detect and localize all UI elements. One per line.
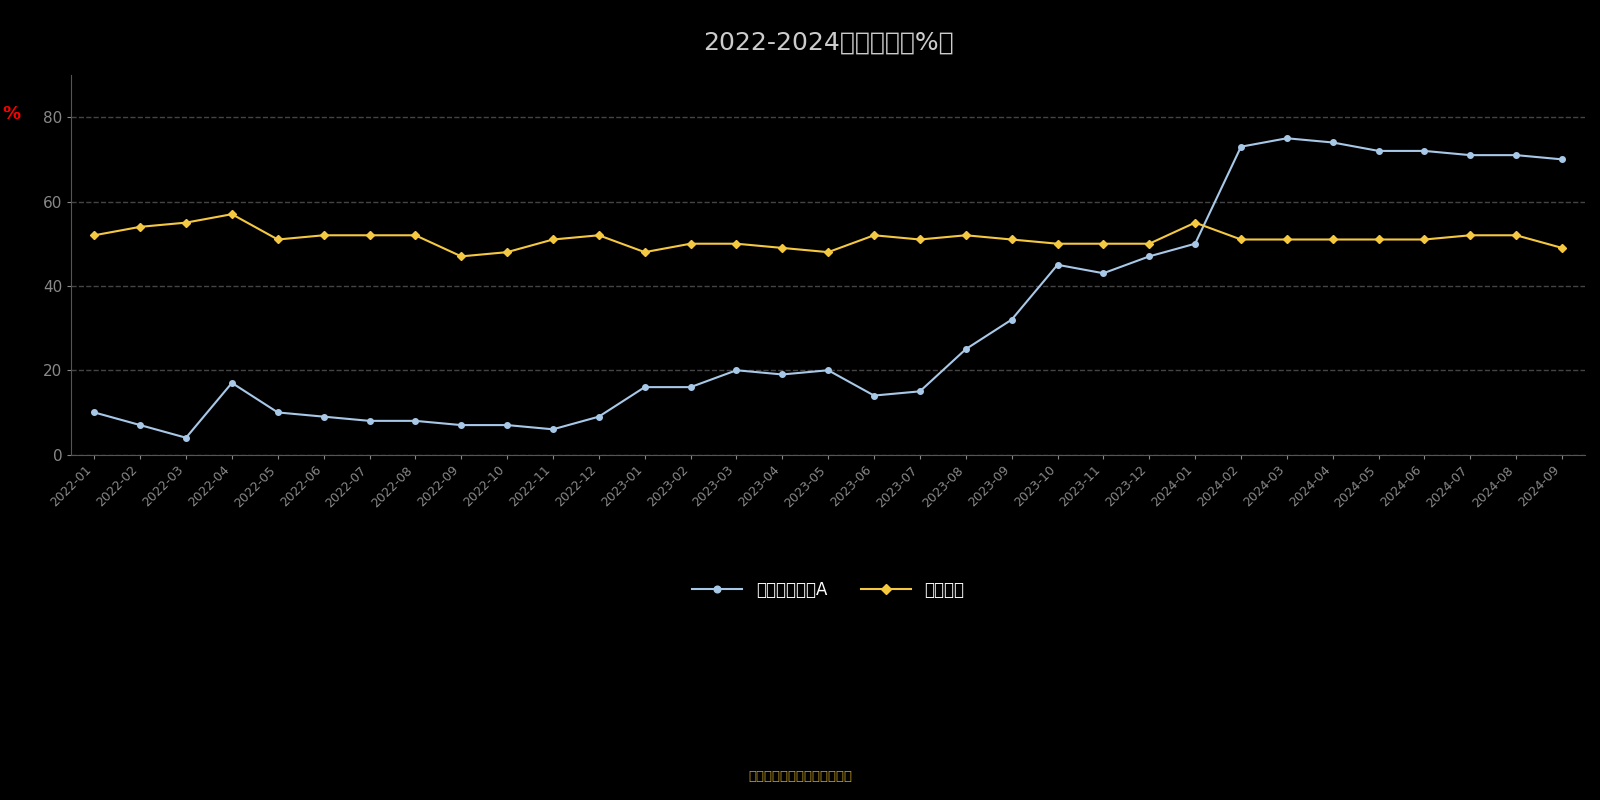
同类平均	[864, 230, 883, 240]
Text: %: %	[3, 105, 21, 122]
上銀鑫恒混合A	[498, 420, 517, 430]
Line: 同类平均: 同类平均	[91, 211, 1565, 259]
上銀鑫恒混合A	[360, 416, 379, 426]
上銀鑫恒混合A	[1094, 269, 1114, 278]
同类平均	[1094, 239, 1114, 249]
上銀鑫恒混合A	[726, 366, 746, 375]
上銀鑫恒混合A	[544, 425, 563, 434]
上銀鑫恒混合A	[1139, 251, 1158, 261]
同类平均	[910, 234, 930, 244]
上銀鑫恒混合A	[1414, 146, 1434, 156]
上銀鑫恒混合A	[85, 408, 104, 418]
同类平均	[498, 247, 517, 257]
同类平均	[589, 230, 608, 240]
同类平均	[1186, 218, 1205, 227]
上銀鑫恒混合A	[176, 433, 195, 442]
同类平均	[176, 218, 195, 227]
同类平均	[726, 239, 746, 249]
同类平均	[85, 230, 104, 240]
上銀鑫恒混合A	[1552, 154, 1571, 164]
同类平均	[682, 239, 701, 249]
Line: 上銀鑫恒混合A: 上銀鑫恒混合A	[91, 135, 1565, 441]
上銀鑫恒混合A	[1002, 315, 1021, 325]
上銀鑫恒混合A	[1186, 239, 1205, 249]
同类平均	[1139, 239, 1158, 249]
同类平均	[314, 230, 333, 240]
同类平均	[1461, 230, 1480, 240]
同类平均	[451, 251, 470, 261]
上銀鑫恒混合A	[314, 412, 333, 422]
上銀鑫恒混合A	[1461, 150, 1480, 160]
上銀鑫恒混合A	[635, 382, 654, 392]
同类平均	[819, 247, 838, 257]
上銀鑫恒混合A	[1370, 146, 1389, 156]
同类平均	[1002, 234, 1021, 244]
上銀鑫恒混合A	[864, 390, 883, 400]
同类平均	[406, 230, 426, 240]
同类平均	[773, 243, 792, 253]
同类平均	[360, 230, 379, 240]
同类平均	[957, 230, 976, 240]
同类平均	[222, 210, 242, 219]
Text: 制图数据来自恒生聚源数据库: 制图数据来自恒生聚源数据库	[749, 770, 851, 783]
上銀鑫恒混合A	[222, 378, 242, 388]
同类平均	[269, 234, 288, 244]
上銀鑫恒混合A	[1232, 142, 1251, 151]
Title: 2022-2024年分位图（%）: 2022-2024年分位图（%）	[702, 31, 954, 55]
同类平均	[1232, 234, 1251, 244]
同类平均	[1414, 234, 1434, 244]
上銀鑫恒混合A	[131, 420, 150, 430]
同类平均	[1370, 234, 1389, 244]
上銀鑫恒混合A	[589, 412, 608, 422]
同类平均	[544, 234, 563, 244]
同类平均	[635, 247, 654, 257]
上銀鑫恒混合A	[819, 366, 838, 375]
同类平均	[1323, 234, 1342, 244]
上銀鑫恒混合A	[773, 370, 792, 379]
上銀鑫恒混合A	[406, 416, 426, 426]
上銀鑫恒混合A	[957, 344, 976, 354]
上銀鑫恒混合A	[910, 386, 930, 396]
同类平均	[1277, 234, 1296, 244]
上銀鑫恒混合A	[1277, 134, 1296, 143]
上銀鑫恒混合A	[1507, 150, 1526, 160]
同类平均	[1048, 239, 1067, 249]
同类平均	[1552, 243, 1571, 253]
上銀鑫恒混合A	[1323, 138, 1342, 147]
同类平均	[1507, 230, 1526, 240]
上銀鑫恒混合A	[451, 420, 470, 430]
上銀鑫恒混合A	[682, 382, 701, 392]
上銀鑫恒混合A	[1048, 260, 1067, 270]
Legend: 上銀鑫恒混合A, 同类平均: 上銀鑫恒混合A, 同类平均	[686, 574, 971, 606]
上銀鑫恒混合A	[269, 408, 288, 418]
同类平均	[131, 222, 150, 232]
